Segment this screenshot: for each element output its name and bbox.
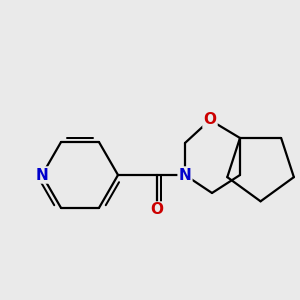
- Text: N: N: [36, 167, 48, 182]
- Text: O: O: [203, 112, 217, 128]
- Text: O: O: [151, 202, 164, 217]
- Text: N: N: [178, 167, 191, 182]
